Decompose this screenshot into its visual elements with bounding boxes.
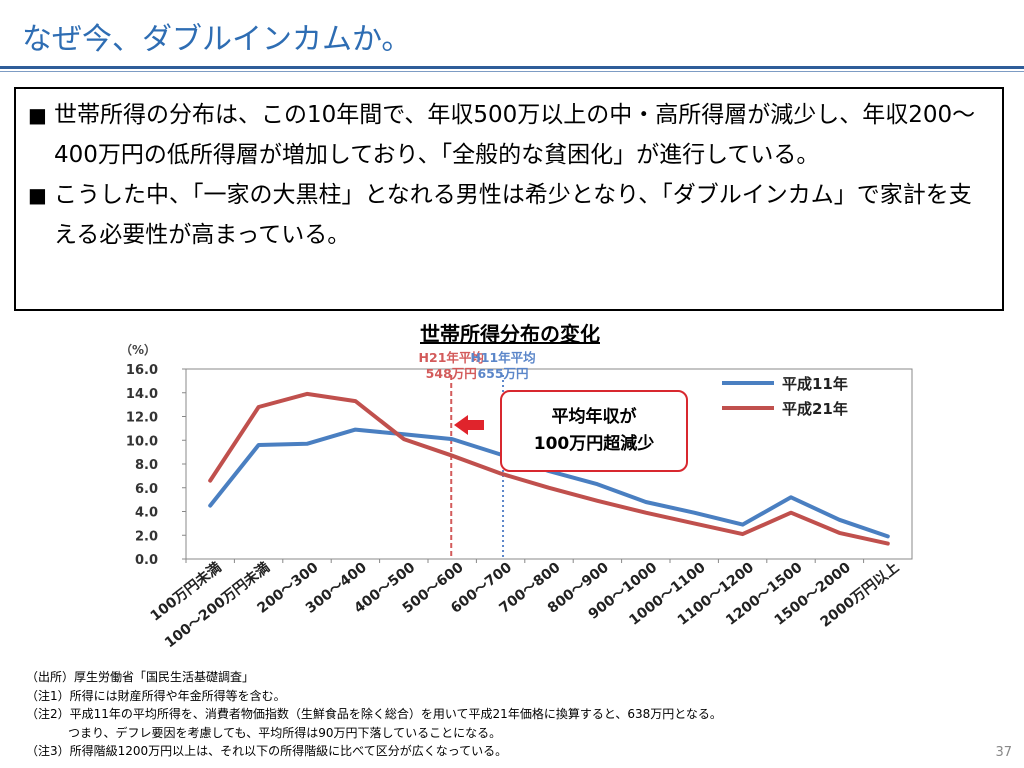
y-tick-label: 12.0: [126, 411, 158, 426]
y-tick-label: 0.0: [135, 553, 158, 568]
bullet-square-icon: ■: [28, 103, 47, 127]
reference-label-2: H11年平均: [470, 350, 535, 365]
reference-value-2: 655万円: [477, 366, 528, 381]
reference-value-1: 548万円: [426, 366, 477, 381]
callout-line-1: 平均年収が: [551, 407, 637, 427]
source-notes: （出所）厚生労働省「国民生活基礎調査」 （注1）所得には財産所得や年金所得等を含…: [26, 668, 722, 761]
bullet-square-icon: ■: [28, 183, 47, 207]
y-tick-label: 6.0: [135, 482, 158, 497]
arrow-shaft: [466, 420, 484, 430]
page-number: 37: [995, 745, 1012, 760]
series-line-2: [208, 391, 890, 546]
note-2: （注2）平成11年の平均所得を、消費者物価指数（生鮮食品を除く総合）を用いて平成…: [26, 707, 722, 721]
title-divider-thin: [0, 71, 1024, 72]
summary-bullet-2: ■ こうした中、「一家の大黒柱」となれる男性は希少となり、「ダブルインカム」で家計…: [28, 175, 990, 255]
y-tick-label: 10.0: [126, 434, 158, 449]
income-distribution-chart: （%）0.02.04.06.08.010.012.014.016.0100万円未…: [120, 342, 913, 651]
slide-title: なぜ今、ダブルインカムか。: [22, 22, 412, 57]
summary-box: ■ 世帯所得の分布は、この10年間で、年収500万以上の中・高所得層が減少し、年収…: [14, 87, 1004, 311]
bullet-text-1: 世帯所得の分布は、この10年間で、年収500万以上の中・高所得層が減少し、年収2…: [54, 102, 976, 168]
y-tick-label: 16.0: [126, 363, 158, 378]
note-3: （注3）所得階級1200万円以上は、それ以下の所得階級に比べて区分が広くなってい…: [26, 744, 508, 758]
chart-title: 世帯所得分布の変化: [420, 322, 600, 346]
reference-label-1: H21年平均: [419, 350, 484, 365]
y-tick-label: 8.0: [135, 458, 158, 473]
note-source: （出所）厚生労働省「国民生活基礎調査」: [26, 670, 255, 684]
note-2-continued: つまり、デフレ要因を考慮しても、平均所得は90万円下落していることになる。: [68, 725, 502, 740]
legend-label-1: 平成11年: [782, 375, 848, 393]
callout-line-2: 100万円超減少: [533, 434, 655, 454]
y-axis-label: （%）: [120, 342, 156, 357]
y-tick-label: 14.0: [126, 387, 158, 402]
legend-label-2: 平成21年: [782, 400, 848, 418]
note-1: （注1）所得には財産所得や年金所得等を含む。: [26, 688, 286, 703]
average-income-callout: 平均年収が 100万円超減少: [500, 390, 688, 472]
title-divider: [0, 66, 1024, 69]
bullet-text-2: こうした中、「一家の大黒柱」となれる男性は希少となり、「ダブルインカム」で家計を…: [54, 182, 972, 248]
summary-bullet-1: ■ 世帯所得の分布は、この10年間で、年収500万以上の中・高所得層が減少し、年収…: [28, 95, 990, 175]
y-tick-label: 4.0: [135, 506, 158, 521]
left-arrow-icon: [454, 415, 468, 435]
y-tick-label: 2.0: [135, 529, 158, 544]
